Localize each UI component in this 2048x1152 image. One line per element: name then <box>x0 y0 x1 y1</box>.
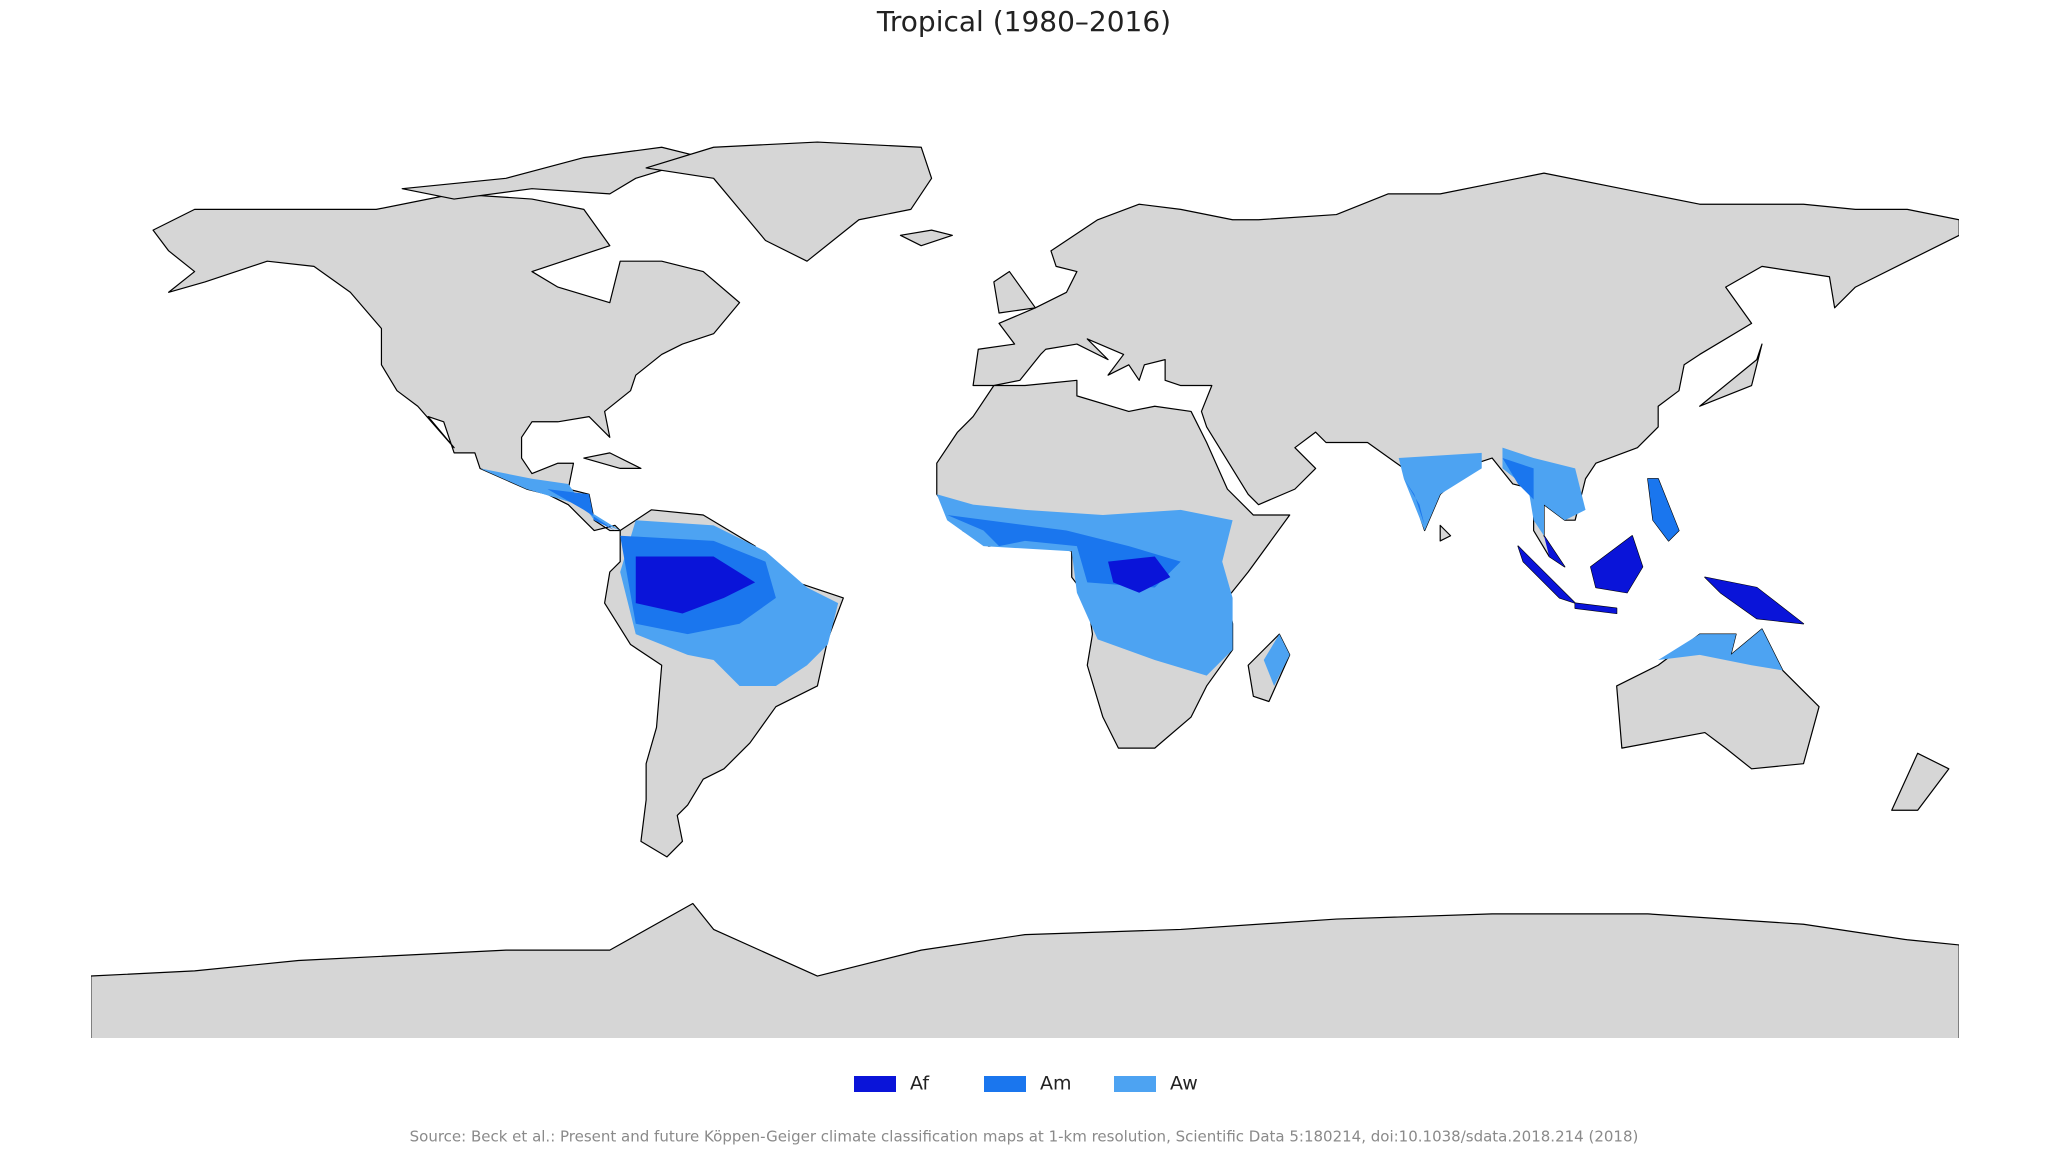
uk <box>994 272 1036 313</box>
arctic-islands <box>402 147 703 199</box>
antarctica <box>91 904 1959 1038</box>
tropical-zones <box>480 447 1804 686</box>
north-america <box>153 194 739 531</box>
land <box>91 142 1959 1038</box>
legend: Af Am Aw <box>854 1073 1198 1095</box>
zone-am <box>547 489 615 531</box>
zone-aw <box>480 468 621 531</box>
japan <box>1700 344 1762 406</box>
zone-af <box>1590 535 1643 593</box>
legend-swatch <box>1114 1076 1156 1092</box>
sri-lanka <box>1440 525 1450 541</box>
iceland <box>900 230 952 246</box>
zone-am <box>1502 458 1534 500</box>
zone-aw <box>1263 634 1290 686</box>
legend-label: Am <box>1040 1073 1072 1095</box>
cuba <box>584 453 641 469</box>
zone-aw <box>1658 628 1783 671</box>
eurasia <box>973 173 1959 567</box>
zone-af <box>1108 556 1171 593</box>
legend-label: Aw <box>1170 1073 1198 1095</box>
legend-swatch <box>854 1076 896 1092</box>
new-zealand <box>1892 753 1949 810</box>
source-note: Source: Beck et al.: Present and future … <box>410 1128 1639 1146</box>
zone-af <box>1575 603 1617 614</box>
map-area <box>91 142 1959 1038</box>
zone-aw <box>1398 452 1482 531</box>
zone-am <box>1647 478 1679 541</box>
zone-af <box>635 556 756 614</box>
legend-label: Af <box>910 1073 930 1095</box>
map-title: Tropical (1980–2016) <box>876 5 1171 38</box>
projection <box>91 142 1959 1038</box>
zone-af <box>1704 577 1804 624</box>
legend-swatch <box>984 1076 1026 1092</box>
greenland <box>646 142 931 261</box>
